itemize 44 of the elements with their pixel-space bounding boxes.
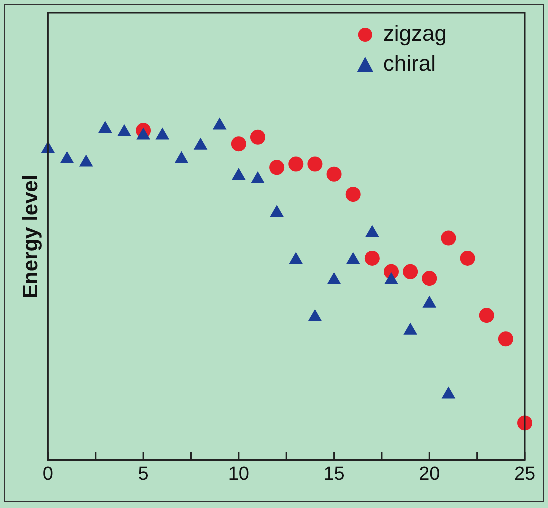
point: [118, 124, 132, 136]
x-tick-label: 15: [324, 464, 345, 485]
x-tick-label: 25: [514, 464, 536, 485]
point: [423, 296, 436, 308]
point: [366, 226, 379, 238]
point: [328, 272, 341, 284]
point: [175, 152, 188, 164]
point: [98, 122, 112, 134]
point: [498, 332, 514, 347]
point: [308, 156, 323, 172]
point: [231, 136, 246, 152]
point: [442, 387, 456, 399]
point: [422, 271, 438, 286]
point: [460, 250, 476, 266]
point: [364, 250, 380, 266]
point: [441, 230, 456, 246]
point: [326, 166, 342, 182]
legend-label: zigzag: [383, 21, 447, 46]
point: [251, 172, 265, 184]
point: [404, 323, 418, 335]
point: [250, 130, 266, 145]
point: [270, 206, 284, 218]
y-axis-title: Energy level: [19, 174, 42, 298]
point: [137, 128, 150, 140]
point: [60, 152, 74, 164]
point: [479, 308, 494, 324]
point: [232, 168, 246, 180]
point: [80, 155, 93, 167]
x-tick-label: 0: [42, 464, 54, 485]
x-tick-label: 10: [228, 464, 250, 485]
point: [270, 160, 285, 176]
point: [194, 138, 208, 150]
point: [308, 310, 322, 322]
x-tick-label: 5: [138, 464, 149, 485]
x-tick-label: 20: [419, 464, 440, 485]
point: [213, 118, 226, 130]
point: [346, 252, 360, 264]
point: [346, 187, 361, 202]
point: [384, 272, 398, 284]
point: [290, 252, 303, 264]
point: [288, 156, 304, 172]
legend-label: chiral: [383, 51, 436, 76]
point: [156, 128, 170, 140]
point: [403, 264, 418, 280]
